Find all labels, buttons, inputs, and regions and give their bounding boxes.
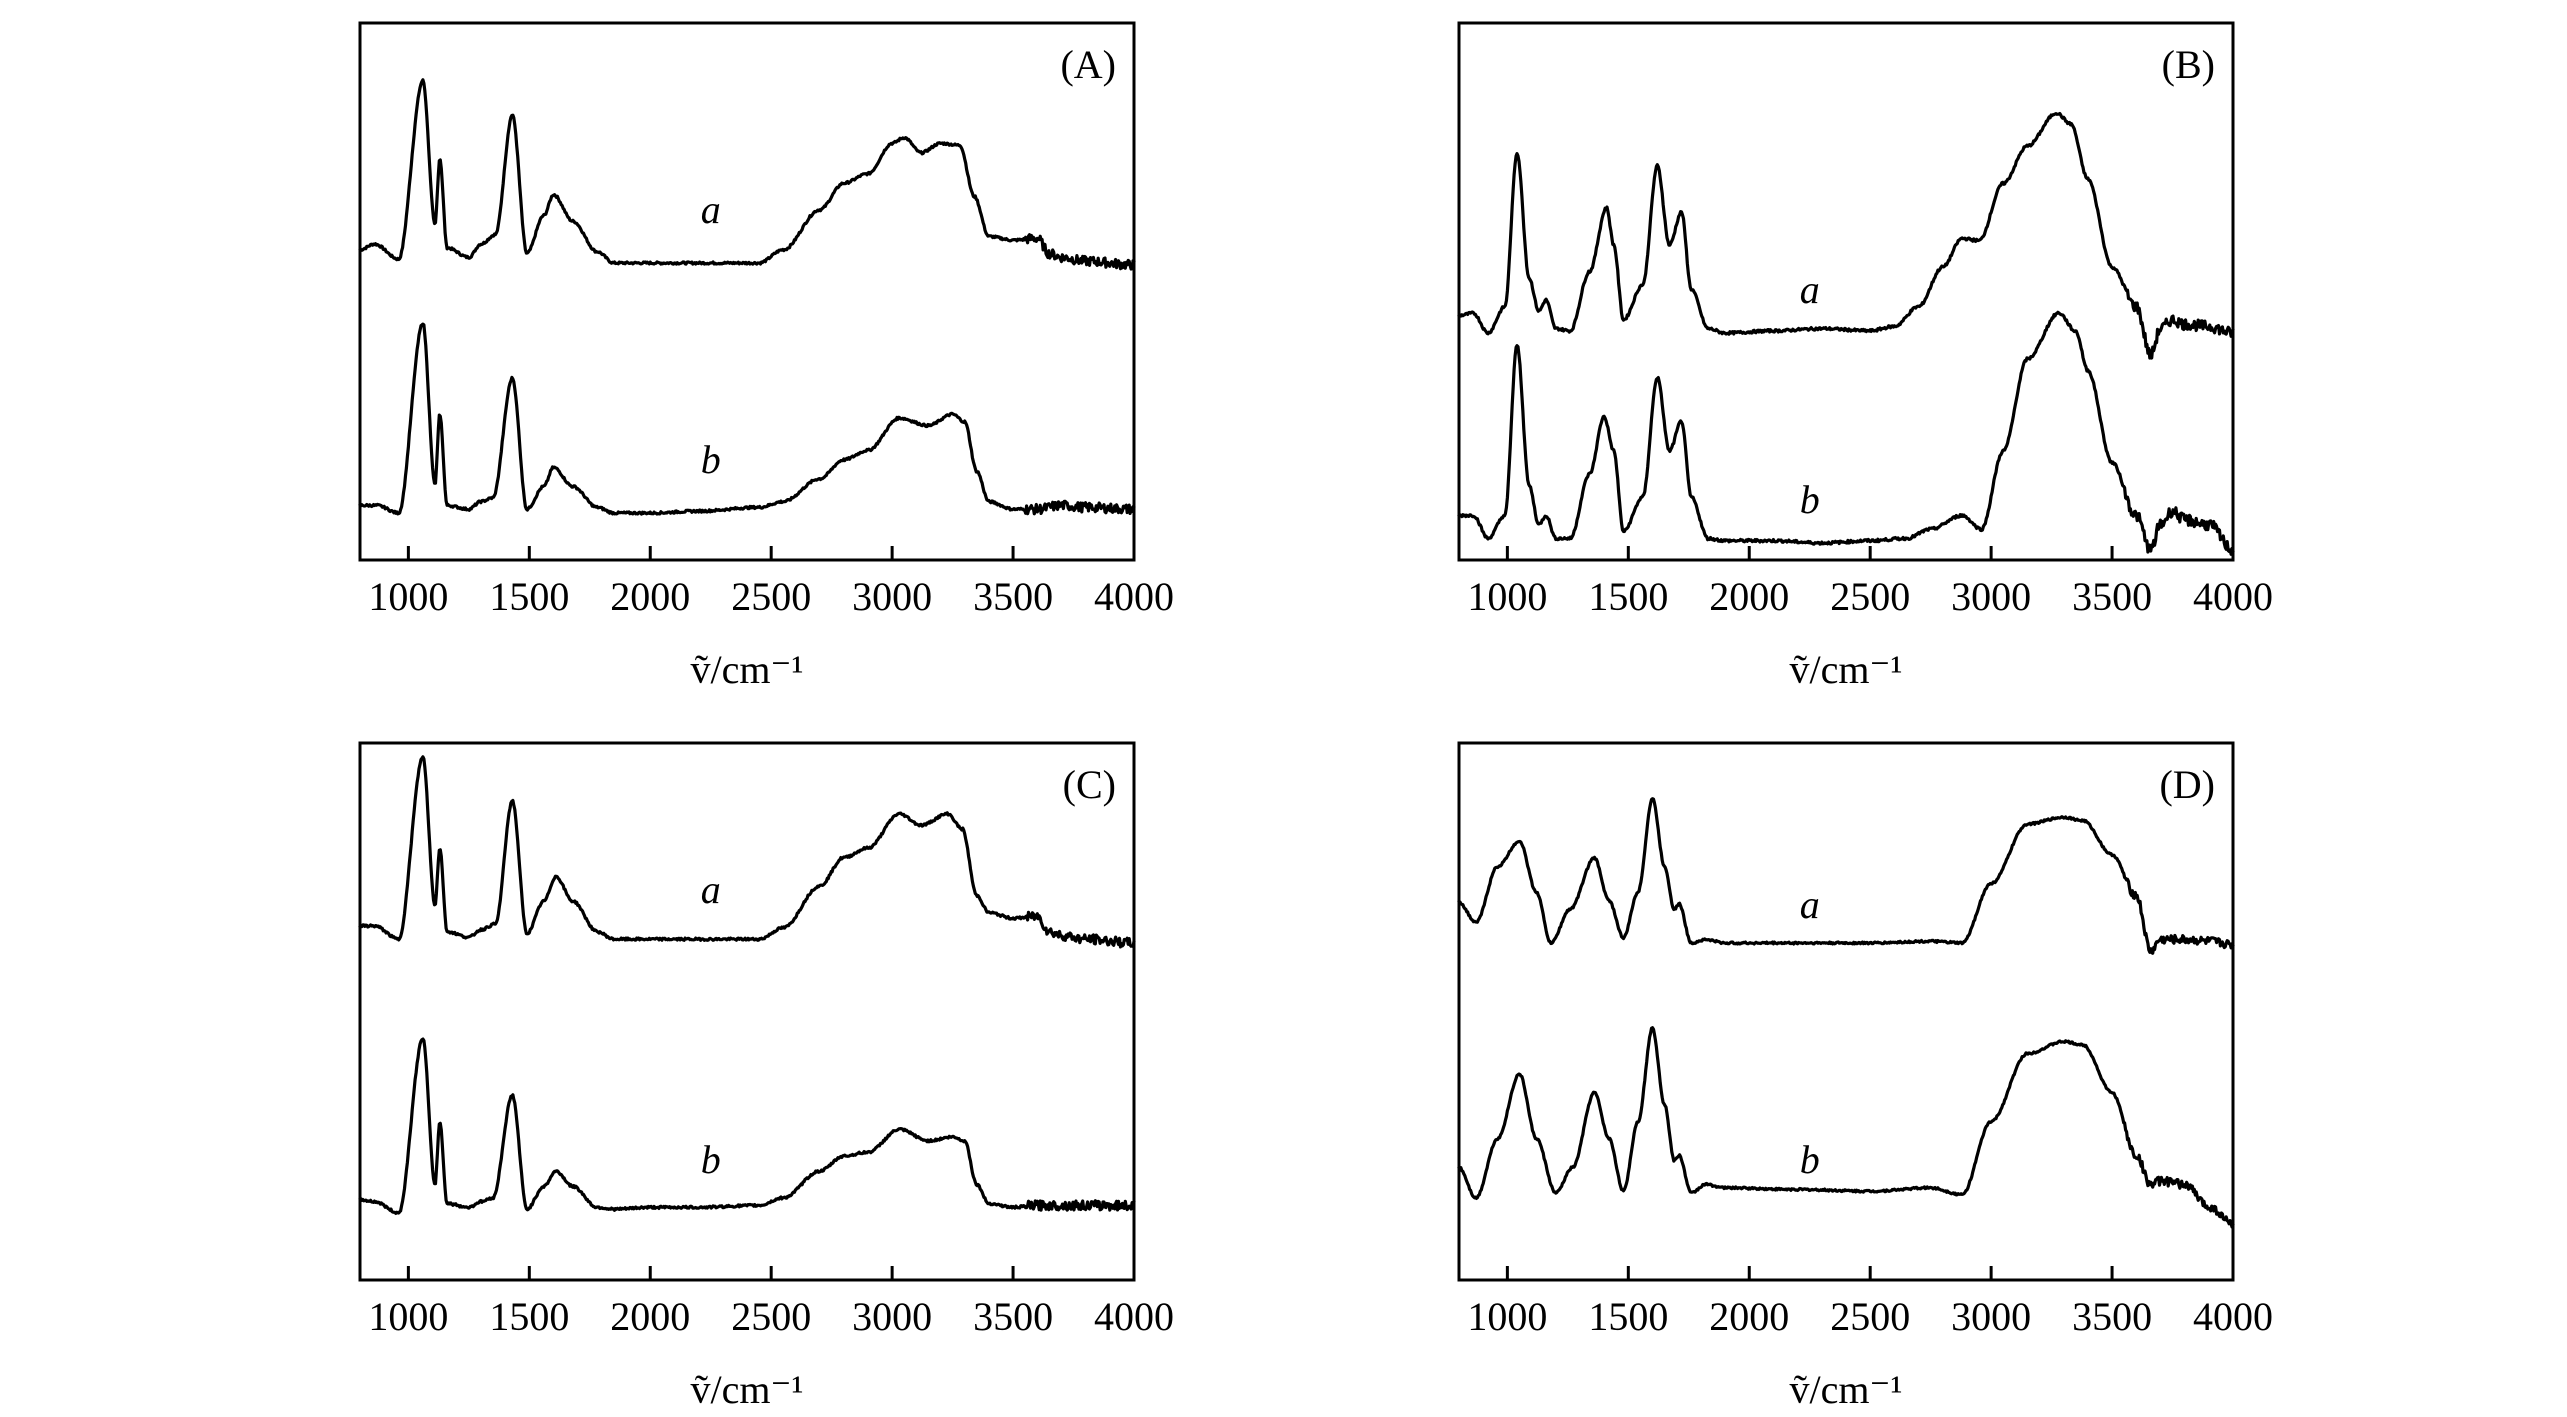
series-line-b xyxy=(1457,310,2235,556)
series-label-a: a xyxy=(701,187,721,232)
x-tick-label: 4000 xyxy=(1094,574,1174,619)
x-tick-label: 1500 xyxy=(1588,574,1668,619)
panel-label: (C) xyxy=(1063,762,1116,807)
series-label-a: a xyxy=(1800,882,1820,927)
series-label-a: a xyxy=(701,867,721,912)
series-line-a xyxy=(358,78,1136,271)
panel-label: (B) xyxy=(2162,42,2215,87)
plot-frame xyxy=(1457,741,2235,1282)
x-tick-label: 1000 xyxy=(1467,574,1547,619)
x-axis-label: ṽ/cm⁻¹ xyxy=(690,647,803,692)
plot-frame xyxy=(1457,21,2235,562)
x-tick-label: 2000 xyxy=(610,574,690,619)
x-tick-label: 3500 xyxy=(973,574,1053,619)
x-tick-label: 2500 xyxy=(731,574,811,619)
panel-label: (D) xyxy=(2159,762,2215,807)
series-label-b: b xyxy=(701,437,721,482)
x-tick-label: 1000 xyxy=(1467,1294,1547,1339)
x-tick-label: 3000 xyxy=(852,574,932,619)
x-tick-label: 4000 xyxy=(2193,574,2273,619)
series-line-a xyxy=(1457,111,2235,360)
x-tick-label: 4000 xyxy=(2193,1294,2273,1339)
panel-c: 1000 1500 2000 2500 3000 3500 4000 (C) ṽ/cm⁻¹ a b xyxy=(358,741,1174,1412)
x-tick-label: 3500 xyxy=(2072,574,2152,619)
panel-a: 1000 1500 2000 2500 3000 3500 4000 (A) ṽ/cm⁻¹ a b xyxy=(358,21,1174,692)
x-tick-label: 4000 xyxy=(1094,1294,1174,1339)
series-label-b: b xyxy=(1800,477,1820,522)
panel-b: 1000 1500 2000 2500 3000 3500 4000 (B) ṽ/cm⁻¹ a b xyxy=(1457,21,2273,692)
x-tick-label: 2500 xyxy=(731,1294,811,1339)
plot-frame xyxy=(358,21,1136,562)
x-tick-label: 1000 xyxy=(368,574,448,619)
series-line-a xyxy=(1457,797,2235,955)
x-axis-label: ṽ/cm⁻¹ xyxy=(690,1367,803,1412)
x-tick-label: 3000 xyxy=(1951,574,2031,619)
x-axis-label: ṽ/cm⁻¹ xyxy=(1789,1367,1902,1412)
series-label-a: a xyxy=(1800,267,1820,312)
x-tick-label: 2000 xyxy=(610,1294,690,1339)
x-tick-label: 1000 xyxy=(368,1294,448,1339)
x-tick-label: 3000 xyxy=(852,1294,932,1339)
x-tick-label: 1500 xyxy=(489,1294,569,1339)
x-tick-label: 1500 xyxy=(489,574,569,619)
series-label-b: b xyxy=(1800,1137,1820,1182)
series-label-b: b xyxy=(701,1137,721,1182)
series-line-b xyxy=(358,322,1136,516)
x-tick-label: 2000 xyxy=(1709,574,1789,619)
plot-frame xyxy=(358,741,1136,1282)
x-tick-label: 2500 xyxy=(1830,574,1910,619)
panel-d: 1000 1500 2000 2500 3000 3500 4000 (D) ṽ/cm⁻¹ a b xyxy=(1457,741,2273,1412)
x-tick-label: 3000 xyxy=(1951,1294,2031,1339)
x-tick-label: 3500 xyxy=(973,1294,1053,1339)
series-line-a xyxy=(358,755,1136,949)
x-axis-label: ṽ/cm⁻¹ xyxy=(1789,647,1902,692)
x-tick-label: 1500 xyxy=(1588,1294,1668,1339)
x-tick-label: 2500 xyxy=(1830,1294,1910,1339)
panel-label: (A) xyxy=(1060,42,1116,87)
series-line-b xyxy=(1457,1026,2235,1229)
x-tick-label: 3500 xyxy=(2072,1294,2152,1339)
series-line-b xyxy=(358,1037,1136,1215)
x-tick-label: 2000 xyxy=(1709,1294,1789,1339)
